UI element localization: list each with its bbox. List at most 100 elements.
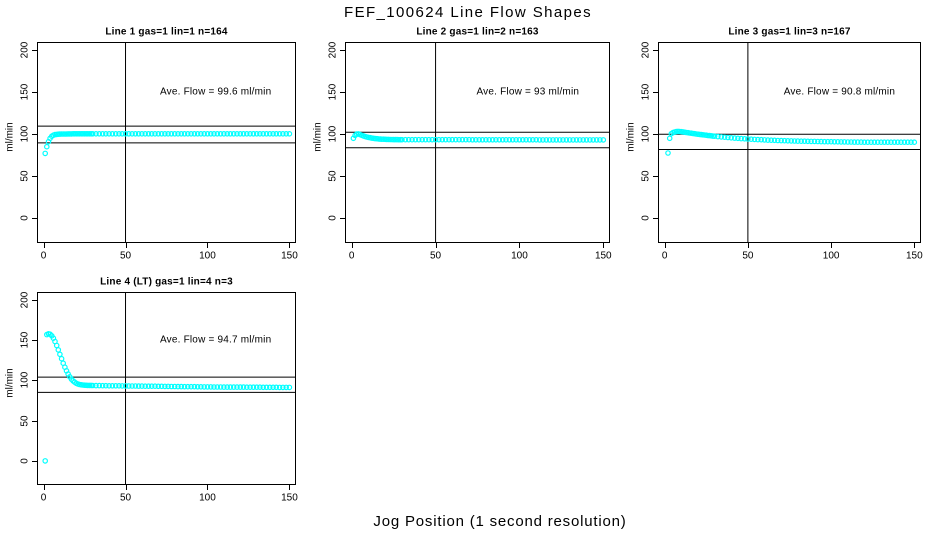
data-point bbox=[533, 137, 540, 143]
data-point bbox=[911, 139, 918, 146]
data-point bbox=[781, 137, 788, 144]
data-point bbox=[412, 136, 419, 143]
data-point bbox=[132, 131, 139, 137]
data-point bbox=[577, 137, 583, 143]
data-point bbox=[399, 136, 405, 143]
data-point bbox=[99, 131, 106, 137]
data-point bbox=[253, 131, 260, 137]
data-point bbox=[479, 137, 486, 143]
data-point bbox=[765, 137, 771, 143]
y-tick-label: 150 bbox=[19, 83, 31, 101]
data-point bbox=[778, 137, 785, 144]
data-point bbox=[503, 137, 509, 143]
data-point bbox=[419, 136, 426, 143]
x-tick-label: 0 bbox=[348, 250, 355, 262]
data-point bbox=[738, 135, 745, 142]
data-point bbox=[543, 137, 550, 143]
data-point bbox=[109, 131, 116, 137]
data-point bbox=[884, 139, 891, 146]
data-point bbox=[224, 384, 231, 390]
data-point bbox=[103, 382, 109, 389]
data-point bbox=[665, 150, 671, 156]
data-point bbox=[811, 138, 818, 145]
data-point bbox=[270, 131, 276, 137]
data-point bbox=[132, 383, 139, 389]
data-point bbox=[240, 384, 247, 390]
data-point bbox=[145, 383, 152, 390]
data-point bbox=[791, 138, 798, 144]
y-tick-label: 0 bbox=[19, 458, 31, 464]
y-tick-label: 100 bbox=[19, 372, 31, 389]
x-tick-label: 150 bbox=[594, 250, 612, 262]
data-point bbox=[175, 131, 181, 137]
data-point bbox=[530, 137, 536, 143]
data-point bbox=[286, 131, 293, 137]
x-tick-label: 0 bbox=[40, 492, 47, 504]
data-point bbox=[835, 139, 841, 145]
data-point bbox=[211, 384, 217, 390]
y-tick-mark bbox=[653, 92, 658, 94]
data-point bbox=[208, 384, 214, 390]
data-point bbox=[587, 137, 593, 143]
data-point bbox=[825, 138, 831, 145]
data-point bbox=[198, 131, 204, 137]
data-point bbox=[858, 139, 864, 145]
data-point bbox=[234, 384, 240, 390]
y-axis-label: ml/min bbox=[4, 121, 16, 152]
data-point bbox=[758, 136, 765, 143]
panel-plot bbox=[37, 42, 296, 243]
x-axis-caption: Jog Position (1 second resolution) bbox=[373, 513, 627, 530]
data-point bbox=[99, 382, 106, 389]
data-point bbox=[761, 137, 768, 143]
data-point bbox=[142, 383, 149, 390]
y-tick-label: 50 bbox=[327, 170, 339, 182]
y-tick-label: 0 bbox=[640, 215, 652, 221]
data-point bbox=[168, 131, 175, 137]
data-point bbox=[463, 136, 469, 143]
data-point bbox=[506, 137, 513, 143]
data-point bbox=[139, 131, 145, 137]
data-point bbox=[237, 131, 244, 137]
data-point bbox=[155, 131, 162, 137]
panel-plot bbox=[37, 292, 296, 485]
data-point bbox=[473, 137, 479, 143]
data-point bbox=[402, 136, 409, 143]
data-point bbox=[217, 384, 224, 390]
data-point bbox=[748, 136, 755, 143]
data-point bbox=[469, 137, 476, 143]
data-point bbox=[728, 135, 735, 141]
y-tick-mark bbox=[340, 217, 345, 219]
data-point bbox=[854, 139, 861, 145]
x-tick-mark bbox=[125, 485, 127, 490]
data-point bbox=[546, 137, 553, 143]
plot-border bbox=[345, 42, 610, 243]
data-point bbox=[129, 131, 135, 137]
y-tick-mark bbox=[340, 92, 345, 94]
data-point bbox=[260, 131, 267, 137]
y-tick-mark bbox=[32, 460, 37, 462]
data-point bbox=[221, 131, 227, 137]
data-point bbox=[868, 139, 874, 146]
data-point bbox=[526, 137, 533, 143]
data-point bbox=[864, 139, 871, 146]
data-point bbox=[201, 131, 208, 137]
data-point bbox=[815, 138, 821, 145]
data-point bbox=[563, 137, 570, 143]
data-point bbox=[116, 383, 122, 389]
panel-title: Line 3 gas=1 lin=3 n=167 bbox=[728, 26, 851, 38]
data-point bbox=[106, 131, 112, 137]
data-point bbox=[416, 136, 422, 143]
data-point bbox=[211, 131, 217, 137]
data-point bbox=[845, 139, 851, 145]
data-point bbox=[273, 384, 280, 391]
data-point bbox=[721, 134, 728, 141]
data-point bbox=[109, 383, 116, 389]
data-point bbox=[715, 133, 721, 140]
data-point bbox=[126, 383, 132, 389]
data-point bbox=[204, 131, 211, 137]
data-point bbox=[550, 137, 556, 143]
data-point bbox=[861, 139, 868, 146]
y-tick-mark bbox=[653, 217, 658, 219]
x-tick-label: 150 bbox=[905, 250, 923, 262]
data-point bbox=[600, 137, 607, 143]
